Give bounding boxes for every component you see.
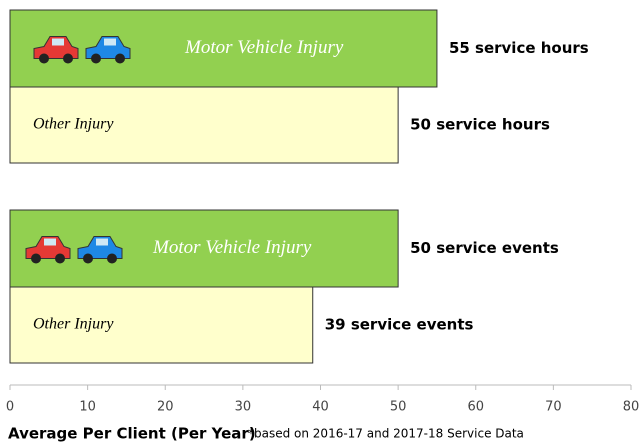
car-body bbox=[33, 36, 79, 59]
bar-label: Motor Vehicle Injury bbox=[152, 237, 312, 258]
x-tick-label: 80 bbox=[623, 400, 640, 415]
x-tick-label: 40 bbox=[312, 400, 329, 415]
car-icon bbox=[25, 236, 123, 264]
bar-label: Motor Vehicle Injury bbox=[184, 37, 344, 58]
car-icon bbox=[33, 36, 131, 64]
car-wheel bbox=[115, 53, 125, 64]
x-tick-label: 30 bbox=[235, 400, 252, 415]
car-wheel bbox=[55, 253, 65, 264]
car-wheel bbox=[39, 53, 49, 64]
value-label: 55 service hours bbox=[449, 39, 589, 57]
car-window bbox=[96, 238, 108, 246]
car-body bbox=[77, 236, 123, 259]
bar bbox=[9, 86, 399, 164]
x-axis-label: Average Per Client (Per Year) bbox=[8, 425, 256, 443]
x-tick-label: 60 bbox=[467, 400, 484, 415]
x-tick-label: 0 bbox=[6, 400, 14, 415]
note: *based on 2016-17 and 2017-18 Service Da… bbox=[248, 427, 524, 441]
value-label: 39 service events bbox=[325, 316, 474, 334]
car-wheel bbox=[107, 253, 117, 264]
car-window bbox=[52, 38, 64, 46]
car-wheel bbox=[83, 253, 93, 264]
x-tick-label: 10 bbox=[79, 400, 96, 415]
x-tick-label: 50 bbox=[390, 400, 407, 415]
car-body bbox=[25, 236, 71, 259]
car-wheel bbox=[91, 53, 101, 64]
car-window bbox=[104, 38, 116, 46]
car-wheel bbox=[31, 253, 41, 264]
bar bbox=[9, 286, 314, 364]
car-wheel bbox=[63, 53, 73, 64]
bar-label: Other Injury bbox=[33, 116, 114, 133]
x-tick-label: 70 bbox=[545, 400, 562, 415]
car-body bbox=[85, 36, 131, 59]
bar-label: Other Injury bbox=[33, 316, 114, 333]
x-tick-label: 20 bbox=[157, 400, 174, 415]
car-window bbox=[44, 238, 56, 246]
value-label: 50 service hours bbox=[410, 116, 550, 134]
bar bbox=[9, 9, 438, 88]
value-label: 50 service events bbox=[410, 239, 559, 257]
bar bbox=[9, 209, 399, 288]
